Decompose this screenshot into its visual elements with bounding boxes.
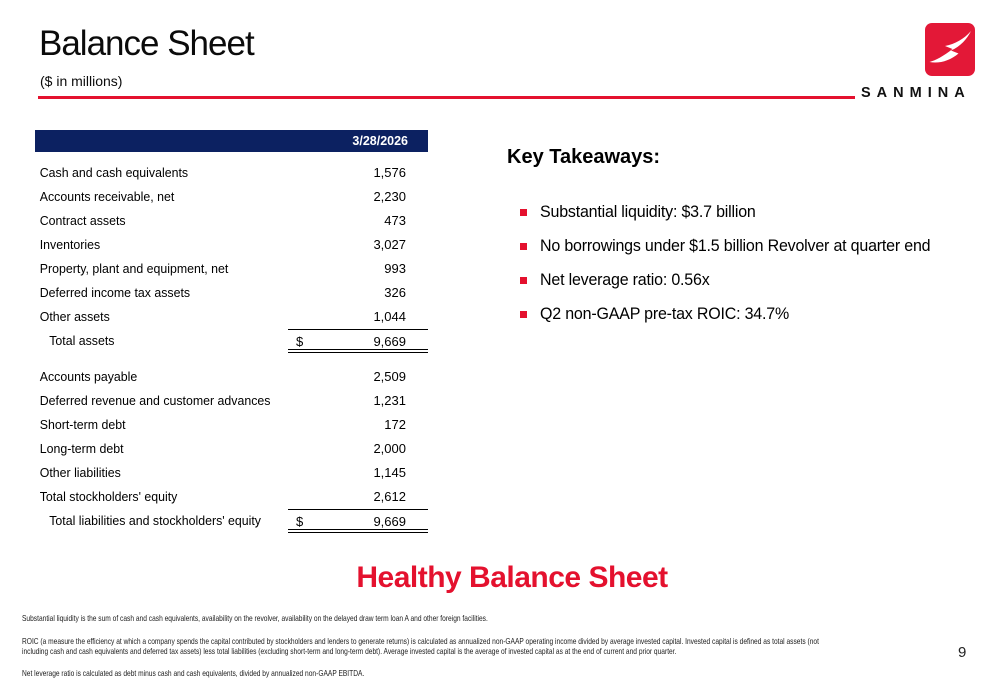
footnote: Substantial liquidity is the sum of cash… — [22, 613, 488, 623]
row-label: Short-term debt — [39, 417, 126, 432]
bullet-square-icon — [520, 276, 527, 284]
row-label: Total stockholders' equity — [39, 489, 178, 504]
title-divider — [38, 96, 855, 99]
row-label: Other assets — [39, 309, 110, 324]
takeaway-text: Substantial liquidity: $3.7 billion — [540, 202, 756, 221]
bullet-square-icon — [520, 208, 527, 216]
total-liabilities-row: Total liabilities and stockholders' equi… — [35, 509, 428, 533]
row-value: 2,000 — [373, 441, 406, 456]
footnotes: Substantial liquidity is the sum of cash… — [22, 613, 825, 685]
total-value: 9,669 — [373, 334, 406, 349]
row-value: 2,509 — [373, 369, 406, 384]
row-value: 1,044 — [373, 309, 406, 324]
table-row: Short-term debt 172 — [35, 413, 428, 437]
total-value: 9,669 — [373, 514, 406, 529]
balance-sheet-table: 3/28/2026 Cash and cash equivalents 1,57… — [35, 130, 428, 533]
row-value: 326 — [384, 285, 406, 300]
row-label: Total liabilities and stockholders' equi… — [49, 513, 261, 528]
table-row: Other liabilities 1,145 — [35, 461, 428, 485]
table-row: Total stockholders' equity 2,612 — [35, 485, 428, 509]
table-header-date: 3/28/2026 — [35, 130, 428, 152]
table-row: Long-term debt 2,000 — [35, 437, 428, 461]
page-subtitle: ($ in millions) — [40, 73, 123, 89]
total-value-group: $ 9,669 — [288, 329, 428, 353]
table-row: Cash and cash equivalents 1,576 — [35, 161, 428, 185]
footnote: Net leverage ratio is calculated as debt… — [22, 668, 365, 678]
page-number: 9 — [958, 644, 967, 661]
table-row: Contract assets 473 — [35, 209, 428, 233]
takeaway-item: Substantial liquidity: $3.7 billion — [507, 202, 987, 222]
row-label: Long-term debt — [39, 441, 124, 456]
liabilities-section: Accounts payable 2,509 Deferred revenue … — [35, 365, 428, 533]
row-value: 172 — [384, 417, 406, 432]
sanmina-swoosh-icon — [925, 23, 975, 76]
headline: Healthy Balance Sheet — [356, 561, 668, 594]
takeaway-text: Net leverage ratio: 0.56x — [540, 270, 710, 289]
takeaway-text: No borrowings under $1.5 billion Revolve… — [540, 236, 931, 255]
bullet-square-icon — [520, 242, 527, 250]
takeaway-text: Q2 non-GAAP pre-tax ROIC: 34.7% — [540, 304, 790, 323]
table-row: Deferred income tax assets 326 — [35, 281, 428, 305]
takeaway-item: No borrowings under $1.5 billion Revolve… — [507, 236, 987, 256]
row-value: 1,576 — [373, 165, 406, 180]
row-value: 2,230 — [373, 189, 406, 204]
row-value: 473 — [384, 213, 406, 228]
footnote: ROIC (a measure the efficiency at which … — [22, 636, 819, 656]
row-label: Deferred revenue and customer advances — [39, 393, 271, 408]
row-label: Accounts receivable, net — [39, 189, 175, 204]
assets-section: Cash and cash equivalents 1,576 Accounts… — [35, 161, 428, 353]
row-label: Property, plant and equipment, net — [39, 261, 229, 276]
table-row: Accounts payable 2,509 — [35, 365, 428, 389]
takeaways-heading: Key Takeaways: — [507, 146, 661, 168]
takeaway-item: Q2 non-GAAP pre-tax ROIC: 34.7% — [507, 304, 987, 324]
row-value: 3,027 — [373, 237, 406, 252]
row-value: 993 — [384, 261, 406, 276]
row-label: Other liabilities — [39, 465, 121, 480]
key-takeaways: Key Takeaways: Substantial liquidity: $3… — [507, 146, 987, 338]
row-label: Inventories — [39, 237, 101, 252]
page-title: Balance Sheet — [39, 24, 255, 63]
row-label: Contract assets — [39, 213, 126, 228]
row-value: 1,231 — [373, 393, 406, 408]
takeaway-item: Net leverage ratio: 0.56x — [507, 270, 987, 290]
logo-wordmark: SANMINA — [861, 85, 971, 101]
row-label: Total assets — [49, 333, 115, 348]
currency-symbol: $ — [296, 514, 304, 529]
table-row: Accounts receivable, net 2,230 — [35, 185, 428, 209]
table-row: Deferred revenue and customer advances 1… — [35, 389, 428, 413]
row-value: 1,145 — [373, 465, 406, 480]
row-label: Deferred income tax assets — [39, 285, 191, 300]
row-value: 2,612 — [373, 489, 406, 504]
table-row: Inventories 3,027 — [35, 233, 428, 257]
table-row: Other assets 1,044 — [35, 305, 428, 329]
bullet-square-icon — [520, 310, 527, 318]
currency-symbol: $ — [296, 334, 304, 349]
total-assets-row: Total assets $ 9,669 — [35, 329, 428, 353]
row-label: Accounts payable — [39, 369, 138, 384]
table-row: Property, plant and equipment, net 993 — [35, 257, 428, 281]
total-value-group: $ 9,669 — [288, 509, 428, 533]
row-label: Cash and cash equivalents — [39, 165, 189, 180]
